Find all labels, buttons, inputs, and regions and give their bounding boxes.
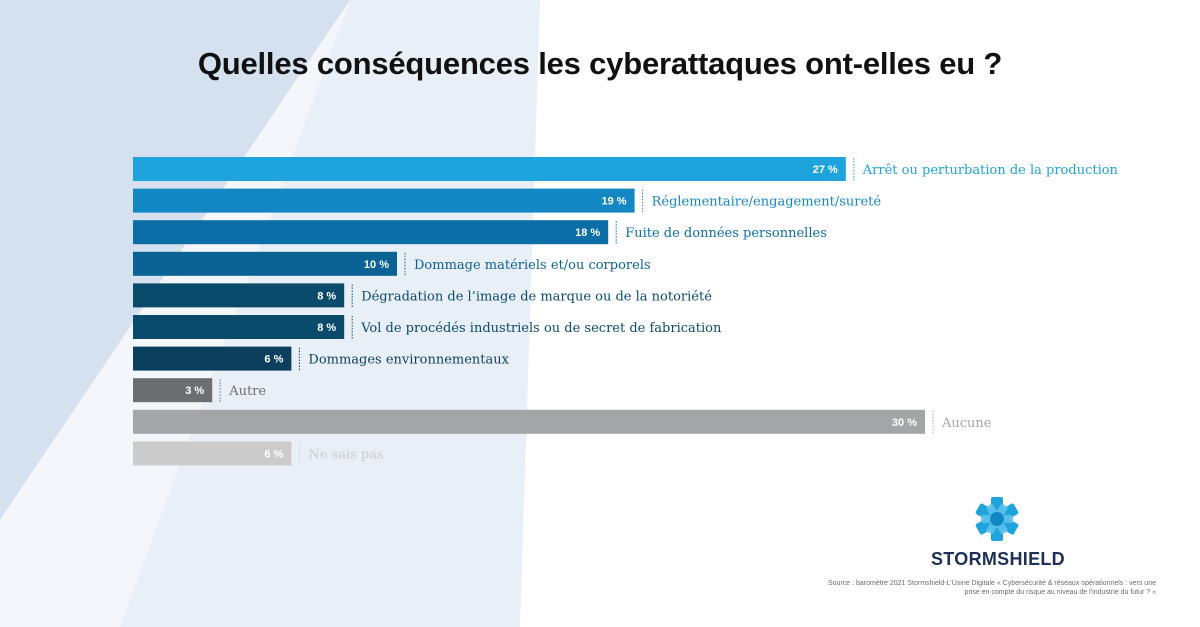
bar bbox=[133, 188, 635, 213]
category-label: Réglementaire/engagement/sureté bbox=[652, 195, 882, 210]
category-label: Ne sais pas bbox=[308, 447, 383, 462]
bar bbox=[133, 441, 292, 466]
source-note: Source : baromètre 2021 Stormshield-L’Us… bbox=[827, 580, 1156, 596]
bar bbox=[133, 346, 292, 371]
bar bbox=[133, 315, 345, 339]
bar-value-label: 8 % bbox=[317, 290, 336, 302]
bar-value-label: 19 % bbox=[602, 196, 627, 208]
category-label: Fuite de données personnelles bbox=[625, 226, 827, 241]
bar bbox=[133, 409, 925, 434]
bar-value-label: 30 % bbox=[892, 417, 917, 429]
bar bbox=[133, 251, 397, 276]
category-label: Aucune bbox=[941, 416, 992, 431]
category-label: Dégradation de l’image de marque ou de l… bbox=[361, 289, 712, 304]
bar-value-label: 6 % bbox=[264, 354, 283, 366]
category-label: Dommages environnementaux bbox=[308, 353, 509, 368]
background-triangle-mid bbox=[0, 0, 540, 627]
category-label: Dommage matériels et/ou corporels bbox=[414, 258, 651, 273]
brand-name: STORMSHIELD bbox=[931, 549, 1065, 569]
category-label: Vol de procédés industriels ou de secret… bbox=[360, 321, 722, 336]
bar-value-label: 8 % bbox=[317, 322, 336, 334]
bar bbox=[133, 157, 846, 181]
bar-value-label: 3 % bbox=[185, 385, 204, 397]
bar-value-label: 27 % bbox=[813, 164, 838, 176]
category-label: Arrêt ou perturbation de la production bbox=[862, 163, 1119, 178]
bar bbox=[133, 378, 213, 403]
bar bbox=[133, 220, 609, 245]
bar-value-label: 18 % bbox=[575, 227, 600, 239]
chart-title: Quelles conséquences les cyberattaques o… bbox=[197, 46, 1003, 81]
bar-value-label: 6 % bbox=[264, 448, 283, 460]
bar-value-label: 10 % bbox=[364, 259, 389, 271]
bar bbox=[133, 283, 345, 308]
category-label: Autre bbox=[228, 384, 266, 399]
stormshield-star-icon bbox=[975, 497, 1019, 541]
